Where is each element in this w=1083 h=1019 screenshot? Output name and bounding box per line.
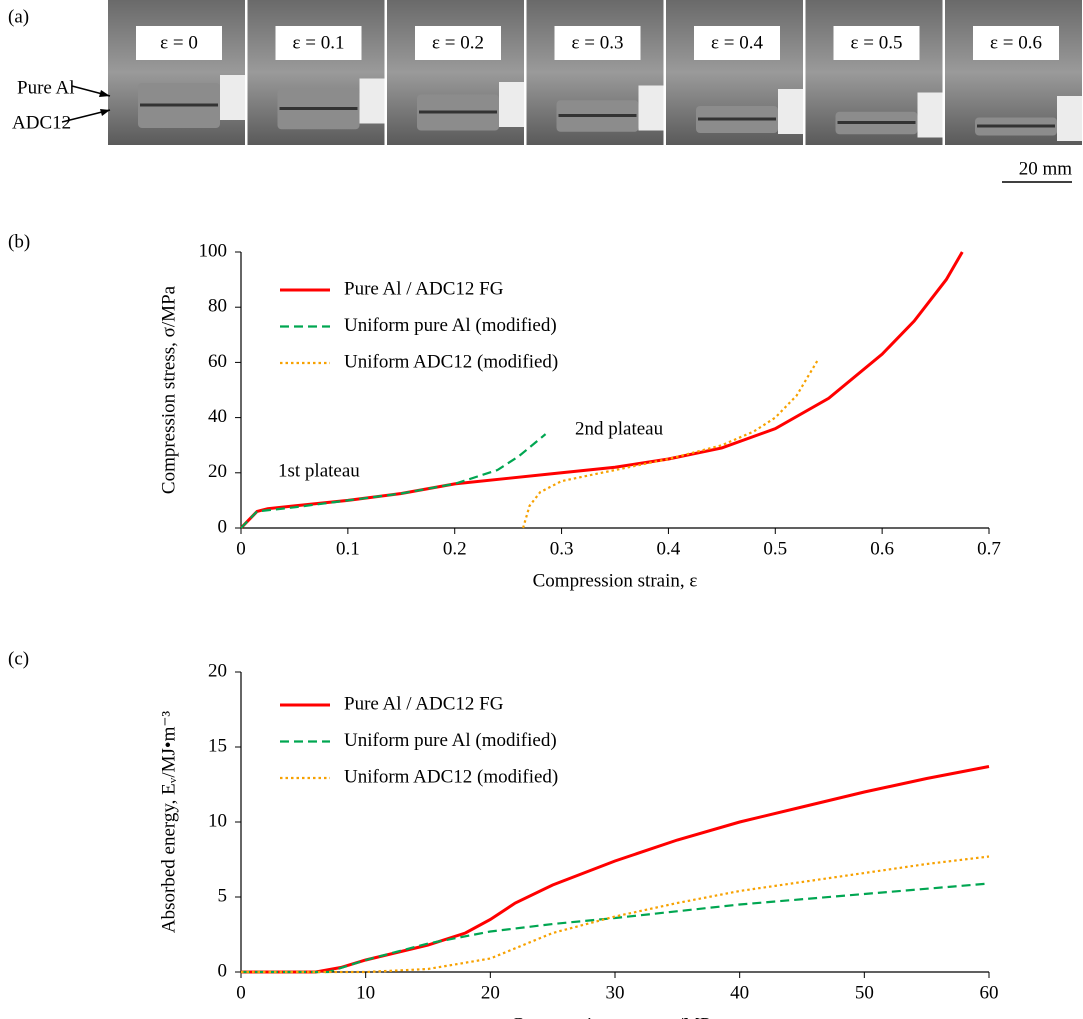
x-tick-label: 0.6 xyxy=(870,538,894,559)
frame-label-box xyxy=(554,26,641,60)
y-tick-label: 20 xyxy=(208,461,227,482)
x-axis-title: Compression stress, σ/MPa xyxy=(511,1014,720,1019)
series-line xyxy=(522,359,819,529)
x-tick-label: 0.3 xyxy=(550,538,574,559)
y-tick-label: 20 xyxy=(208,660,227,681)
series-line xyxy=(241,765,990,974)
x-tick-label: 30 xyxy=(606,982,625,1003)
photo-strip: ε = 0 ε = 0.1 ε = 0.2 ε = 0.3 ε = 0.4 ε = 0.5… xyxy=(108,0,1082,145)
x-tick-label: 40 xyxy=(730,982,749,1003)
y-tick-label: 10 xyxy=(208,810,227,831)
y-axis-title: Compression stress, σ/MPa xyxy=(158,285,179,494)
x-tick-label: 60 xyxy=(980,982,999,1003)
frame-label: ε = 0.4 xyxy=(711,32,763,53)
series-line xyxy=(241,855,990,974)
x-tick-label: 0 xyxy=(236,982,246,1003)
frame-label: ε = 0 xyxy=(160,32,198,53)
annotation: 1st plateau xyxy=(278,460,360,481)
platen-gap xyxy=(220,75,245,120)
y-tick-label: 5 xyxy=(218,885,228,906)
layer-label: ADC12 xyxy=(12,112,71,133)
platen-gap xyxy=(499,82,524,127)
panel-label: (a) xyxy=(8,6,29,27)
platen-gap xyxy=(778,89,803,134)
x-tick-label: 0 xyxy=(236,538,246,559)
frame-label: ε = 0.1 xyxy=(293,32,345,53)
frame-label-box xyxy=(136,26,222,60)
x-axis-title: Compression strain, ε xyxy=(533,570,698,591)
scale-bar-label: 20 mm xyxy=(1019,158,1073,179)
platen-gap xyxy=(917,92,943,138)
frame-label: ε = 0.3 xyxy=(572,32,624,53)
legend-label: Uniform ADC12 (modified) xyxy=(344,351,558,372)
series-line xyxy=(241,882,990,974)
x-tick-label: 0.7 xyxy=(977,538,1001,559)
x-tick-label: 50 xyxy=(855,982,874,1003)
frame-label-box xyxy=(275,26,362,60)
y-tick-label: 100 xyxy=(199,240,228,261)
frame-label: ε = 0.2 xyxy=(432,32,484,53)
series-line xyxy=(239,251,964,530)
x-tick-label: 0.4 xyxy=(657,538,681,559)
x-tick-label: 20 xyxy=(481,982,500,1003)
x-tick-label: 0.5 xyxy=(763,538,787,559)
x-tick-label: 0.2 xyxy=(443,538,467,559)
y-tick-label: 0 xyxy=(218,516,228,537)
panel-label: (c) xyxy=(8,648,29,669)
x-tick-label: 10 xyxy=(356,982,375,1003)
frame-label-box xyxy=(833,26,920,60)
frame-label-box xyxy=(415,26,501,60)
x-tick-label: 0.1 xyxy=(336,538,360,559)
arrow-head xyxy=(99,90,110,97)
platen-gap xyxy=(359,78,385,124)
y-axis-title: Absorbed energy, Eᵥ/MJ•m⁻³ xyxy=(158,711,179,933)
frame-label-box xyxy=(694,26,780,60)
platen-gap xyxy=(1057,96,1082,141)
y-tick-label: 15 xyxy=(208,735,227,756)
arrow-head xyxy=(100,109,110,116)
frame-label-box xyxy=(973,26,1059,60)
legend-label: Pure Al / ADC12 FG xyxy=(344,278,504,299)
y-tick-label: 80 xyxy=(208,296,227,317)
y-tick-label: 0 xyxy=(218,960,228,981)
legend-label: Uniform ADC12 (modified) xyxy=(344,766,558,787)
legend-label: Pure Al / ADC12 FG xyxy=(344,693,504,714)
annotation: 2nd plateau xyxy=(575,418,664,439)
legend-label: Uniform pure Al (modified) xyxy=(344,315,557,336)
panel-label: (b) xyxy=(8,231,30,252)
frame-label: ε = 0.5 xyxy=(851,32,903,53)
platen-gap xyxy=(638,85,664,131)
frame-label: ε = 0.6 xyxy=(990,32,1042,53)
y-tick-label: 40 xyxy=(208,406,227,427)
layer-label: Pure Al xyxy=(17,77,75,98)
legend-label: Uniform pure Al (modified) xyxy=(344,730,557,751)
series-line xyxy=(240,433,547,529)
y-tick-label: 60 xyxy=(208,351,227,372)
